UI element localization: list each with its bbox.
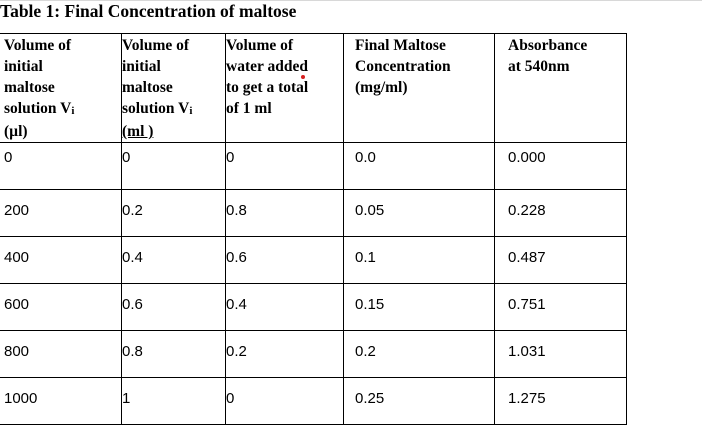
cell-absorbance: 0.000 [494, 142, 627, 190]
cell-water: 0.6 [225, 236, 344, 284]
cell-water: 0.4 [225, 283, 344, 331]
header-line: solution V [4, 100, 72, 117]
header-absorbance: Absorbance at 540nm [494, 33, 627, 143]
table-row: 1000 1 0 0.25 1.275 [0, 377, 627, 425]
cell-water: 0.2 [225, 330, 344, 378]
header-line: Final Maltose [355, 37, 446, 54]
header-subscript: i [189, 105, 193, 117]
cell-volume-ul: 0 [0, 142, 122, 190]
table-caption: Table 1: Final Concentration of maltose [0, 1, 297, 21]
header-line: to get a total [226, 79, 309, 96]
cell-absorbance: 1.275 [494, 377, 627, 425]
header-line: at 540nm [508, 58, 570, 75]
table-row: 200 0.2 0.8 0.05 0.228 [0, 189, 627, 237]
cell-concentration: 0.15 [343, 283, 495, 331]
cell-absorbance: 0.228 [494, 189, 627, 237]
header-line: Concentration [355, 58, 451, 75]
cell-water: 0 [225, 377, 344, 425]
table-row: 400 0.4 0.6 0.1 0.487 [0, 236, 627, 284]
header-final-concentration: Final Maltose Concentration (mg/ml) [343, 33, 495, 143]
cell-concentration: 0.05 [343, 189, 495, 237]
cell-absorbance: 0.751 [494, 283, 627, 331]
header-unit: (µl) [4, 123, 28, 140]
header-line: (mg/ml) [355, 79, 408, 96]
cell-volume-ml: 0.2 [121, 189, 226, 237]
cell-absorbance: 1.031 [494, 330, 627, 378]
header-line: Volume of [226, 37, 294, 54]
cell-volume-ul: 600 [0, 283, 122, 331]
header-line: solution V [122, 100, 190, 117]
cell-concentration: 0.25 [343, 377, 495, 425]
header-line: maltose [122, 79, 173, 96]
header-line: of 1 ml [226, 100, 272, 117]
cell-volume-ul: 400 [0, 236, 122, 284]
table-row: 800 0.8 0.2 0.2 1.031 [0, 330, 627, 378]
spellcheck-marker [301, 75, 305, 79]
cell-volume-ul: 200 [0, 189, 122, 237]
header-line: maltose [4, 79, 55, 96]
cell-volume-ml: 0.8 [121, 330, 226, 378]
header-line: Volume of [122, 37, 190, 54]
table-row: 600 0.6 0.4 0.15 0.751 [0, 283, 627, 331]
header-unit: (ml ) [122, 123, 154, 140]
header-line: initial [4, 58, 43, 75]
cell-volume-ul: 1000 [0, 377, 122, 425]
page-top-border [0, 0, 702, 1]
cell-volume-ml: 1 [121, 377, 226, 425]
header-line: Absorbance [508, 37, 588, 54]
header-volume-initial-ml: Volume of initial maltose solution Vi (m… [121, 33, 226, 143]
cell-volume-ml: 0.4 [121, 236, 226, 284]
cell-volume-ml: 0 [121, 142, 226, 190]
header-volume-water: Volume of water added to get a total of … [225, 33, 344, 143]
table-header-row: Volume of initial maltose solution Vi (µ… [0, 33, 627, 143]
header-line: Volume of [4, 37, 72, 54]
cell-water: 0 [225, 142, 344, 190]
cell-volume-ml: 0.6 [121, 283, 226, 331]
cell-absorbance: 0.487 [494, 236, 627, 284]
cell-water: 0.8 [225, 189, 344, 237]
header-subscript: i [71, 105, 75, 117]
table-row: 0 0 0 0.0 0.000 [0, 142, 627, 190]
maltose-table: Volume of initial maltose solution Vi (µ… [0, 33, 627, 425]
cell-concentration: 0.0 [343, 142, 495, 190]
header-volume-initial-ul: Volume of initial maltose solution Vi (µ… [0, 33, 122, 143]
header-line: water added [226, 58, 308, 75]
header-line: initial [122, 58, 161, 75]
cell-concentration: 0.1 [343, 236, 495, 284]
cell-concentration: 0.2 [343, 330, 495, 378]
cell-volume-ul: 800 [0, 330, 122, 378]
